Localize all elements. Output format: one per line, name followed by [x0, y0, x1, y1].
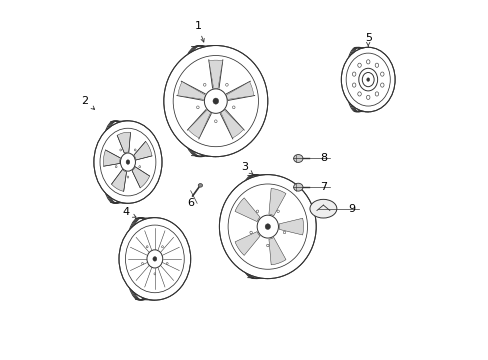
Polygon shape — [103, 150, 120, 166]
Ellipse shape — [154, 273, 155, 275]
Ellipse shape — [366, 60, 369, 64]
Ellipse shape — [352, 83, 355, 87]
Text: 2: 2 — [81, 96, 95, 109]
Ellipse shape — [139, 166, 140, 168]
Text: 3: 3 — [241, 162, 252, 174]
Ellipse shape — [266, 244, 268, 247]
Ellipse shape — [212, 98, 218, 104]
Ellipse shape — [198, 184, 202, 187]
Ellipse shape — [100, 128, 156, 196]
Text: 5: 5 — [364, 33, 371, 46]
Polygon shape — [268, 188, 285, 216]
Ellipse shape — [374, 63, 378, 67]
Polygon shape — [279, 218, 303, 235]
Text: 7: 7 — [319, 182, 326, 192]
Ellipse shape — [232, 106, 235, 109]
Polygon shape — [134, 141, 152, 160]
Polygon shape — [225, 82, 253, 99]
Ellipse shape — [341, 47, 394, 112]
Polygon shape — [111, 170, 126, 192]
Ellipse shape — [352, 72, 355, 76]
Ellipse shape — [219, 175, 316, 279]
Ellipse shape — [227, 184, 307, 269]
Ellipse shape — [147, 250, 163, 268]
Ellipse shape — [366, 95, 369, 99]
Ellipse shape — [264, 224, 270, 229]
Text: 9: 9 — [348, 204, 355, 214]
Text: 6: 6 — [187, 198, 194, 208]
Ellipse shape — [357, 92, 361, 96]
Polygon shape — [188, 109, 210, 138]
Ellipse shape — [249, 231, 252, 234]
Ellipse shape — [204, 89, 227, 113]
Polygon shape — [268, 238, 285, 265]
Ellipse shape — [380, 72, 383, 76]
Ellipse shape — [293, 154, 303, 162]
Text: 8: 8 — [319, 153, 326, 163]
Text: 1: 1 — [194, 21, 204, 42]
Ellipse shape — [163, 45, 267, 157]
Ellipse shape — [366, 78, 369, 81]
Ellipse shape — [94, 121, 162, 203]
Polygon shape — [117, 132, 130, 153]
Ellipse shape — [125, 225, 184, 293]
Ellipse shape — [358, 68, 377, 91]
Ellipse shape — [357, 63, 361, 67]
Ellipse shape — [346, 53, 389, 106]
Ellipse shape — [362, 72, 373, 87]
Ellipse shape — [146, 246, 148, 248]
Polygon shape — [208, 60, 222, 89]
Ellipse shape — [256, 210, 258, 213]
Ellipse shape — [126, 160, 129, 164]
Ellipse shape — [115, 166, 117, 168]
Text: 4: 4 — [122, 207, 136, 217]
Polygon shape — [220, 109, 243, 138]
Ellipse shape — [120, 153, 135, 171]
Ellipse shape — [257, 215, 278, 238]
Ellipse shape — [309, 199, 336, 218]
Ellipse shape — [173, 55, 258, 147]
Polygon shape — [132, 167, 149, 188]
Ellipse shape — [120, 149, 122, 151]
Ellipse shape — [119, 218, 190, 300]
Ellipse shape — [380, 83, 383, 87]
Ellipse shape — [225, 84, 228, 86]
Polygon shape — [235, 231, 260, 255]
Ellipse shape — [127, 176, 128, 178]
Polygon shape — [235, 198, 260, 222]
Ellipse shape — [142, 262, 143, 265]
Ellipse shape — [153, 257, 157, 261]
Ellipse shape — [374, 92, 378, 96]
Ellipse shape — [276, 210, 279, 213]
Ellipse shape — [293, 183, 303, 191]
Ellipse shape — [214, 120, 217, 123]
Ellipse shape — [196, 106, 199, 109]
Ellipse shape — [166, 262, 168, 265]
Polygon shape — [178, 82, 205, 99]
Ellipse shape — [161, 246, 163, 248]
Ellipse shape — [134, 149, 136, 151]
Ellipse shape — [203, 84, 205, 86]
Ellipse shape — [283, 231, 285, 234]
